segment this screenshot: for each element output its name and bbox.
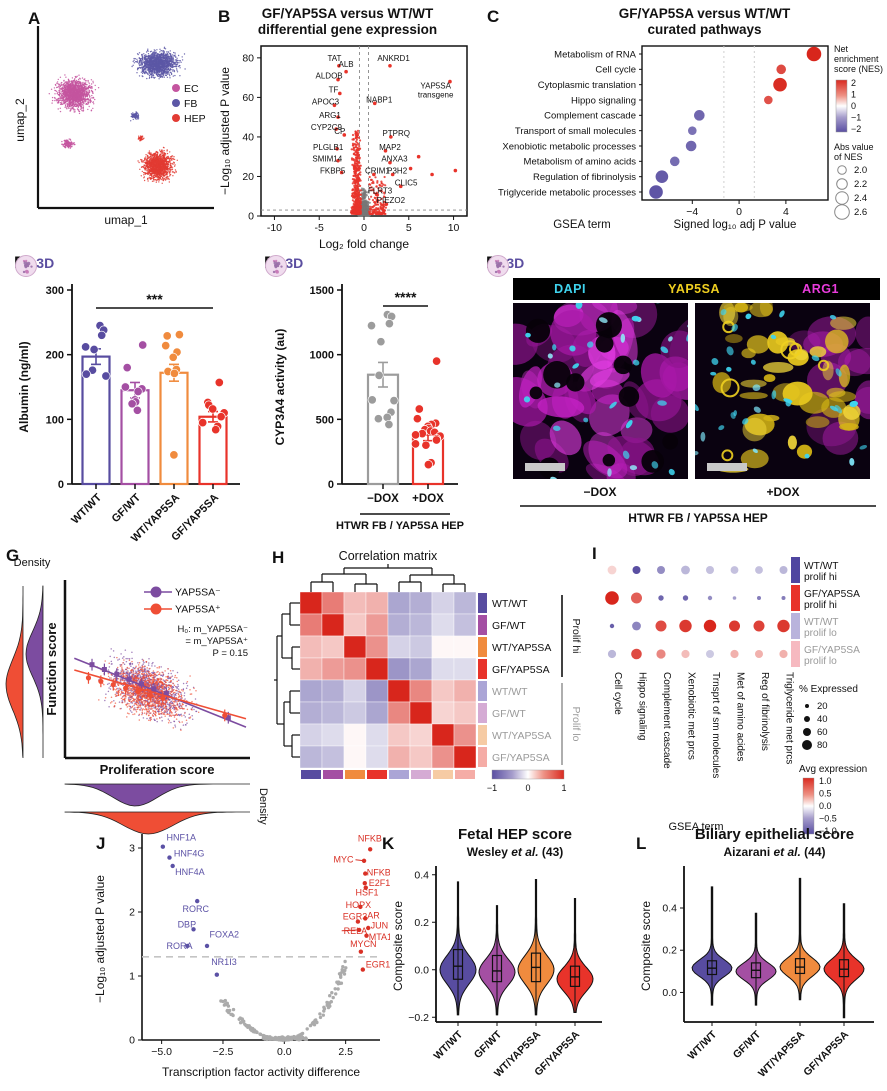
panel-j-tf-volcano: J 0 1 2 3 −5.0 −2.5 0.0 2.5 Transcription factor… xyxy=(90,822,390,1091)
panel-i-gsea-dotplot: I WT/WT prolif hi GF/YAP5SA prolif hi WT/WT p… xyxy=(588,540,887,840)
svg-text:Log₂ fold change: Log₂ fold change xyxy=(319,237,409,251)
panel-h-correlation-matrix: H Correlation matrix WT/WT GF/WT WT/YAP5SA G… xyxy=(270,542,590,838)
tf-gray-points xyxy=(219,959,348,1042)
svg-text:−Log₁₀ adjusted P value: −Log₁₀ adjusted P value xyxy=(218,67,232,195)
panel-b-volcano-genes: B GF/YAP5SA versus WT/WT differential ge… xyxy=(215,4,480,252)
panel-d-header: D 3D xyxy=(14,254,55,277)
svg-text:80: 80 xyxy=(242,52,254,64)
context-3d-label: 3D xyxy=(36,254,55,271)
dendrograms xyxy=(274,564,466,758)
panel-f-header: F 3D xyxy=(486,254,525,277)
panel-a-label: A xyxy=(28,9,41,28)
svg-text:5: 5 xyxy=(406,222,412,234)
panel-c-pathway-dotplot: C GF/YAP5SA versus WT/WT curated pathway… xyxy=(482,4,887,250)
channel-legend-bar: DAPI YAP5SA ARG1 xyxy=(513,278,880,300)
svg-text:EC: EC xyxy=(184,83,199,95)
svg-text:-10: -10 xyxy=(267,222,282,234)
umap-legend: EC FB HEP xyxy=(172,83,206,125)
g-scatter-points xyxy=(96,648,200,731)
svg-text:20: 20 xyxy=(242,171,254,183)
svg-text:40: 40 xyxy=(242,131,254,143)
scale-bar xyxy=(525,463,565,471)
panel-g-function-proliferation: G Density Function score Proliferation sco… xyxy=(4,540,270,838)
panel-g-label: G xyxy=(6,546,20,565)
panel-k-fetal-hep-violin: K Fetal HEP score Wesley et al. (43) −0.… xyxy=(380,822,610,1091)
channel-label-dapi: DAPI xyxy=(554,282,586,296)
panel-c-title: GF/YAP5SA versus WT/WT curated pathways xyxy=(618,6,791,37)
panel-j-label: J xyxy=(96,834,106,853)
panel-l-subtitle: Aizarani et al. (44) xyxy=(723,844,826,859)
svg-text:60: 60 xyxy=(242,92,254,104)
gene-labels: TATALBALDOBTFAPOC3ARG1CYP2C9CPPLGLB1SMIM… xyxy=(311,54,454,206)
umap-points xyxy=(48,46,186,184)
svg-text:umap_2: umap_2 xyxy=(13,98,27,142)
panel-b-title: GF/YAP5SA versus WT/WT differential gene… xyxy=(257,6,438,37)
panel-k-title: Fetal HEP score Wesley et al. (43) xyxy=(458,826,572,859)
svg-text:FB: FB xyxy=(184,98,197,110)
panel-b-label: B xyxy=(218,7,231,26)
image-minus-dox xyxy=(513,303,688,479)
svg-text:0: 0 xyxy=(248,211,254,223)
svg-text:HEP: HEP xyxy=(184,113,206,125)
channel-label-arg1: ARG1 xyxy=(802,282,839,296)
svg-text:10: 10 xyxy=(448,222,460,234)
volcano-points xyxy=(349,129,458,217)
panel-h-label: H xyxy=(272,548,285,567)
volcano-plot-genes: -10 -5 0 5 10 0 20 40 60 80 Log₂ fold change −Log₁₀… xyxy=(218,45,468,251)
svg-text:umap_1: umap_1 xyxy=(104,213,148,227)
panel-k-subtitle: Wesley et al. (43) xyxy=(466,844,564,859)
panel-l-title: Biliary epithelial score Aizarani et al.… xyxy=(694,826,855,859)
panel-i-label: I xyxy=(592,544,597,563)
panel-c-label: C xyxy=(487,7,500,26)
panel-k-label: K xyxy=(382,834,395,853)
svg-text:-5: -5 xyxy=(315,222,324,234)
umap-plot: umap_2 umap_1 EC FB HEP xyxy=(13,26,214,227)
correlation-heatmap: Correlation matrixWT/WTGF/WTWT/YAP5SAGF/… xyxy=(274,549,582,793)
svg-text:0: 0 xyxy=(361,222,367,234)
channel-label-yap5sa: YAP5SA xyxy=(668,282,720,296)
context-3d-label: 3D xyxy=(285,254,304,271)
panel-l-biliary-violin: L Biliary epithelial score Aizarani et a… xyxy=(612,822,887,1091)
image-plus-dox xyxy=(695,303,870,479)
context-3d-label: 3D xyxy=(506,254,525,271)
g-legend: YAP5SA⁻YAP5SA⁺ xyxy=(144,586,221,616)
panel-e-header: E 3D xyxy=(264,254,304,277)
scale-bar xyxy=(707,463,747,471)
panel-a-umap: A umap_2 umap_1 EC FB HEP xyxy=(8,4,218,250)
panel-l-label: L xyxy=(636,834,647,853)
